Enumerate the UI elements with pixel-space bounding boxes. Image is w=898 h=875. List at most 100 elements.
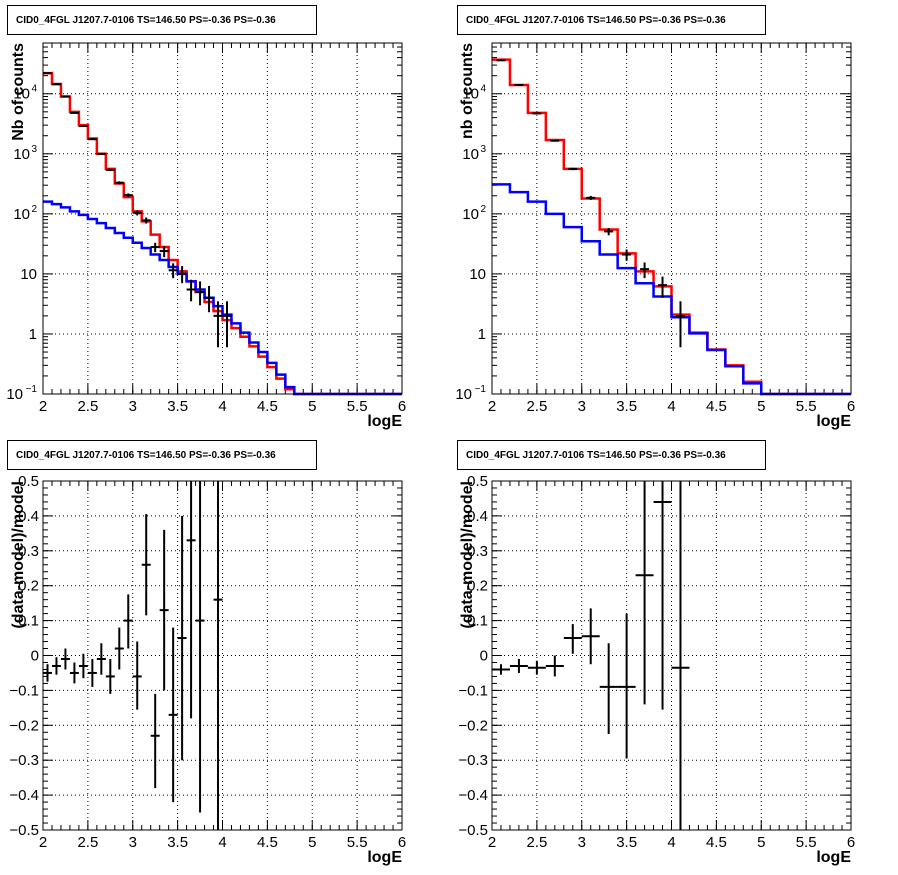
y-tick-label: 0.1 [18, 613, 39, 630]
x-axis-label: logE [367, 413, 402, 430]
x-tick-label: 4.5 [257, 398, 278, 415]
x-tick-label: 2.5 [77, 398, 98, 415]
x-tick-label: 4 [667, 834, 675, 851]
y-tick-label: 10 [13, 146, 30, 163]
histogram-line [492, 183, 851, 396]
x-tick-label: 4.5 [257, 834, 278, 851]
panel-title: CID0_4FGL J1207.7-0106 TS=146.50 PS=-0.3… [457, 5, 766, 35]
y-tick-exponent: −1 [475, 384, 487, 395]
y-tick-label: −0.5 [9, 822, 39, 839]
x-tick-label: 4.5 [706, 834, 727, 851]
x-tick-label: 3.5 [616, 398, 637, 415]
y-tick-label: 0.1 [467, 613, 488, 630]
y-tick-label: 10 [469, 266, 486, 283]
x-tick-label: 6 [847, 398, 855, 415]
plot-bottom-right: 2 2.5 3 3.5 4 4.5 5 5.5 6 −0.5 −0.4 −0.3 −0.2 −0.1 0 0.… [458, 473, 855, 866]
x-tick-label: 4 [218, 834, 226, 851]
x-tick-label: 5 [757, 398, 765, 415]
x-tick-label: 2.5 [526, 834, 547, 851]
x-tick-label: 5.5 [796, 834, 817, 851]
y-tick-label: −0.4 [9, 787, 39, 804]
y-tick-label: 10 [20, 266, 37, 283]
plot-frame [491, 480, 852, 831]
panel-title: CID0_4FGL J1207.7-0106 TS=146.50 PS=-0.3… [7, 5, 317, 35]
panel-title: CID0_4FGL J1207.7-0106 TS=146.50 PS=-0.3… [7, 440, 317, 470]
y-tick-label: −0.1 [458, 682, 488, 699]
x-tick-label: 2 [488, 834, 496, 851]
x-tick-label: 4.5 [706, 398, 727, 415]
y-axis-label: (data-model)/model [459, 481, 476, 629]
x-tick-label: 6 [398, 398, 406, 415]
x-tick-label: 5 [757, 834, 765, 851]
panel-bottom-right: CID0_4FGL J1207.7-0106 TS=146.50 PS=-0.3… [449, 437, 898, 875]
y-tick-exponent: 4 [480, 84, 486, 95]
y-tick-label: 0.3 [18, 543, 39, 560]
x-tick-label: 5 [308, 398, 316, 415]
y-tick-exponent: 3 [31, 144, 37, 155]
y-tick-label: −0.1 [9, 682, 39, 699]
x-tick-label: 3 [578, 398, 586, 415]
y-tick-label: 10 [13, 86, 30, 103]
x-tick-label: 6 [398, 834, 406, 851]
plot-frame [42, 480, 403, 831]
x-tick-label: 5.5 [796, 398, 817, 415]
y-tick-label: 10 [455, 386, 472, 403]
y-tick-label: 10 [13, 206, 30, 223]
plot-bottom-left: 2 2.5 3 3.5 4 4.5 5 5.5 6 −0.5 −0.4 −0.3 −0.2 −0.1 0 0.… [9, 473, 406, 866]
y-tick-label: 0 [31, 648, 39, 665]
y-tick-label: 1 [478, 326, 486, 343]
y-tick-label: −0.3 [458, 752, 488, 769]
x-tick-label: 5 [308, 834, 316, 851]
y-axis-label: Nb of counts [10, 43, 27, 141]
x-tick-label: 3 [129, 834, 137, 851]
y-tick-label: 10 [462, 86, 479, 103]
y-tick-exponent: 4 [31, 84, 37, 95]
histogram-line [43, 71, 402, 396]
plot-frame [491, 42, 852, 395]
y-tick-label: 0 [480, 648, 488, 665]
y-tick-label: 0.4 [467, 508, 488, 525]
panel-title: CID0_4FGL J1207.7-0106 TS=146.50 PS=-0.3… [457, 440, 766, 470]
y-tick-label: −0.2 [9, 717, 39, 734]
x-tick-label: 2.5 [77, 834, 98, 851]
y-tick-label: −0.2 [458, 717, 488, 734]
y-tick-label: 0.5 [18, 473, 39, 490]
plot-frame [42, 42, 403, 395]
y-tick-label: −0.5 [458, 822, 488, 839]
x-tick-label: 4 [218, 398, 226, 415]
y-tick-label: −0.3 [9, 752, 39, 769]
y-tick-exponent: 3 [480, 144, 486, 155]
y-tick-label: 10 [6, 386, 23, 403]
y-axis-label: (data-model)/model [10, 481, 27, 629]
y-tick-exponent: −1 [26, 384, 38, 395]
panel-top-left: CID0_4FGL J1207.7-0106 TS=146.50 PS=-0.3… [0, 0, 449, 437]
x-axis-label: logE [816, 413, 851, 430]
y-tick-label: 10 [462, 146, 479, 163]
x-tick-label: 5.5 [347, 398, 368, 415]
y-tick-exponent: 2 [480, 204, 486, 215]
y-tick-label: 0.4 [18, 508, 39, 525]
x-tick-label: 2.5 [526, 398, 547, 415]
x-tick-label: 4 [667, 398, 675, 415]
x-tick-label: 2 [488, 398, 496, 415]
y-axis-label: nb of counts [459, 43, 476, 139]
x-tick-label: 6 [847, 834, 855, 851]
y-tick-label: 10 [462, 206, 479, 223]
panel-top-right: CID0_4FGL J1207.7-0106 TS=146.50 PS=-0.3… [449, 0, 898, 437]
x-tick-label: 2 [39, 834, 47, 851]
x-tick-label: 3 [578, 834, 586, 851]
x-tick-label: 5.5 [347, 834, 368, 851]
y-tick-label: 0.5 [467, 473, 488, 490]
histogram-line [43, 200, 402, 396]
x-tick-label: 2 [39, 398, 47, 415]
x-tick-label: 3.5 [167, 834, 188, 851]
y-tick-label: 0.2 [467, 578, 488, 595]
y-tick-exponent: 2 [31, 204, 37, 215]
x-tick-label: 3.5 [616, 834, 637, 851]
panel-bottom-left: CID0_4FGL J1207.7-0106 TS=146.50 PS=-0.3… [0, 437, 449, 875]
x-axis-label: logE [367, 849, 402, 866]
y-tick-label: 0.3 [467, 543, 488, 560]
x-tick-label: 3 [129, 398, 137, 415]
